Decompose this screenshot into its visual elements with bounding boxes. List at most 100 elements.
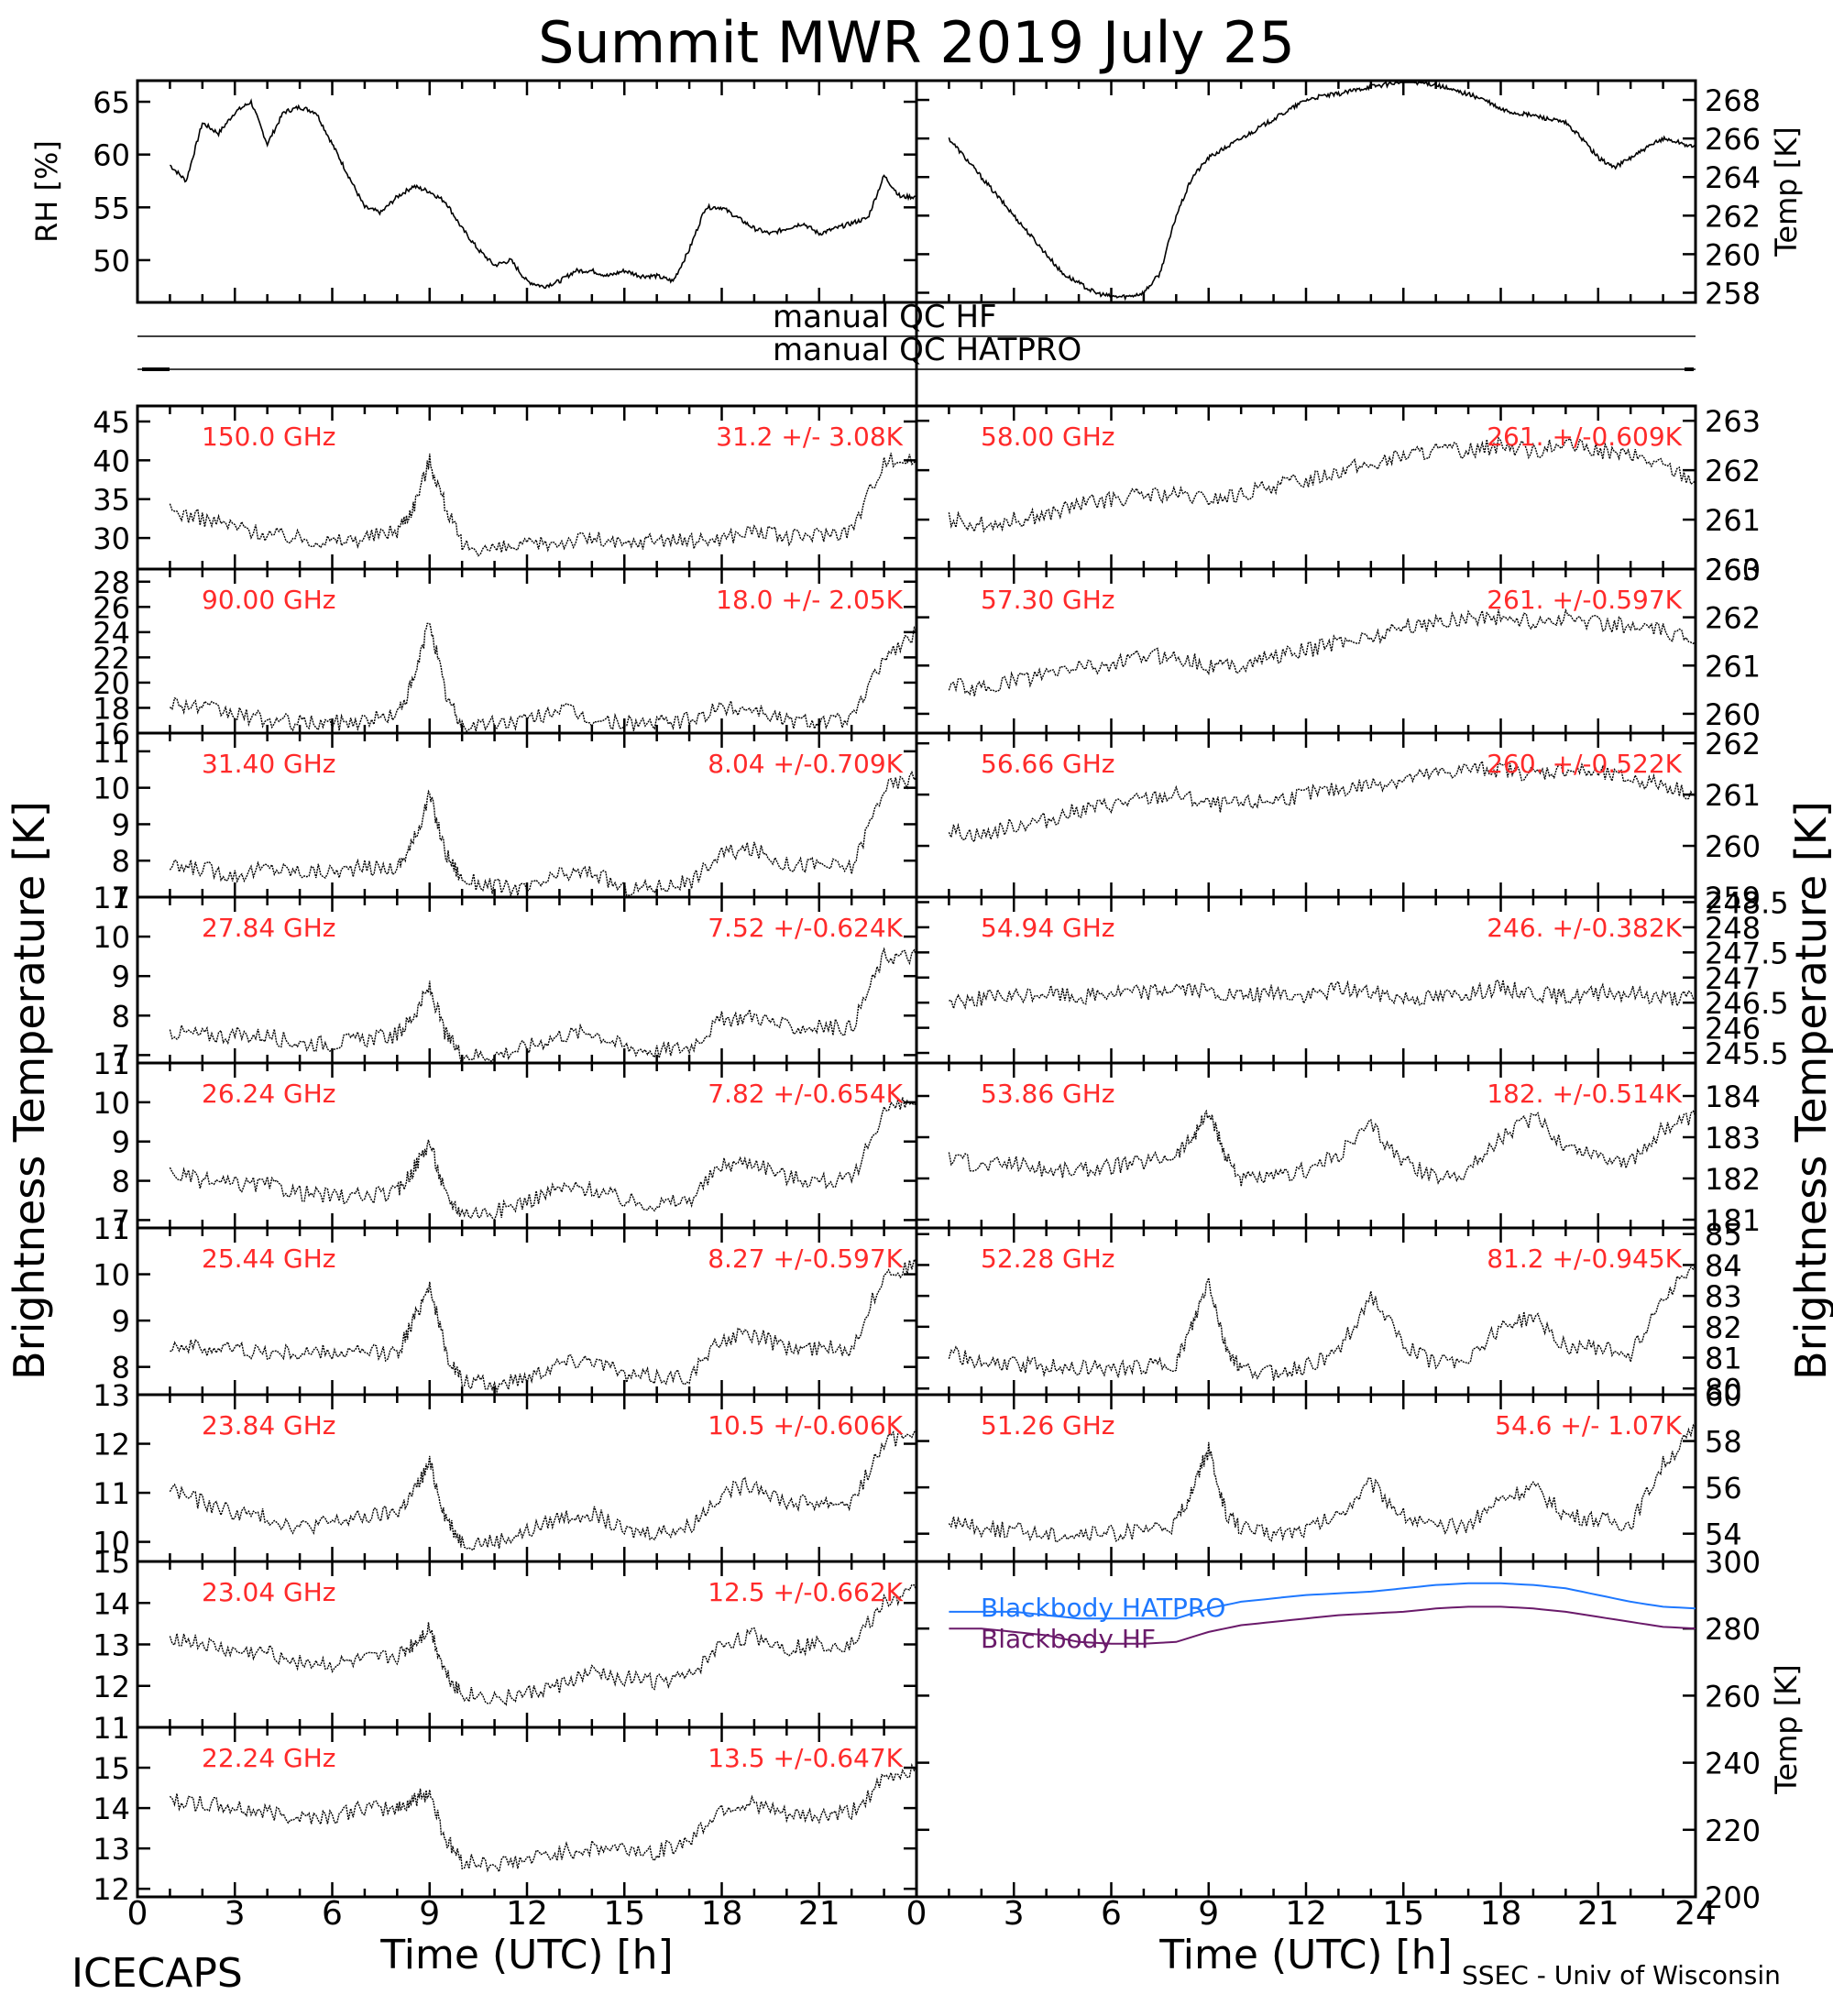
y-tick-label: 9 — [112, 959, 130, 994]
hf-channel-panel-8: 11 12 13 14 15 23.04 GHz 12.5 +/-0.662K — [93, 1545, 918, 1746]
x-tick-label: 6 — [322, 1895, 343, 1933]
channel-label: 52.28 GHz — [981, 1244, 1115, 1274]
y-tick-label: 262 — [1705, 199, 1761, 234]
y-tick-label: 10 — [93, 1526, 130, 1561]
y-tick-label: 240 — [1705, 1747, 1761, 1781]
y-tick-label: 248 — [1705, 911, 1761, 946]
y-tick-label: 82 — [1705, 1310, 1742, 1345]
time-label-right: Time (UTC) [h] — [1158, 1932, 1452, 1978]
y-tick-label: 12 — [93, 1428, 130, 1463]
y-tick-label: 10 — [93, 1258, 130, 1293]
y-tick-label: 200 — [1705, 1880, 1761, 1915]
y-tick-label: 85 — [1705, 1218, 1742, 1253]
y-tick-label: 60 — [1705, 1378, 1742, 1413]
hf-channel-panel-4: 7 8 9 10 11 27.84 GHz 7.52 +/-0.624K — [93, 881, 918, 1073]
series-line — [948, 436, 1696, 533]
y-tick-label: 220 — [1705, 1813, 1761, 1848]
series-line — [169, 98, 917, 290]
y-tick-label: 262 — [1705, 601, 1761, 636]
y-tick-label: 8 — [112, 1351, 130, 1386]
time-label-left: Time (UTC) [h] — [379, 1932, 673, 1978]
y-tick-label: 246 — [1705, 1012, 1761, 1046]
y-tick-label: 15 — [93, 1545, 130, 1580]
figure-title: Summit MWR 2019 July 25 — [538, 9, 1295, 76]
series-line — [170, 1257, 917, 1395]
y-tick-label: 246.5 — [1705, 986, 1789, 1021]
channel-label: 150.0 GHz — [202, 422, 336, 452]
channel-label: 90.00 GHz — [202, 585, 336, 615]
channel-stats: 81.2 +/-0.945K — [1487, 1244, 1682, 1274]
channel-label: 31.40 GHz — [202, 749, 336, 779]
series-line — [169, 1097, 917, 1222]
series-line — [949, 1605, 1696, 1645]
y-tick-label: 12 — [93, 1670, 130, 1704]
y-tick-label: 16 — [93, 717, 130, 751]
channel-label: 22.24 GHz — [202, 1743, 336, 1773]
y-tick-label: 245.5 — [1705, 1036, 1789, 1071]
y-tick-label: 264 — [1705, 160, 1761, 195]
y-tick-label: 56 — [1705, 1471, 1742, 1506]
channel-label: 58.00 GHz — [981, 422, 1115, 452]
y-tick-label: 8 — [112, 1165, 130, 1200]
legend-entry: Blackbody HF — [981, 1624, 1156, 1654]
channel-stats: 261. +/-0.609K — [1487, 422, 1682, 452]
y-tick-label: 35 — [93, 483, 130, 518]
y-tick-label: 258 — [1705, 276, 1761, 311]
series-line — [948, 1265, 1696, 1381]
series-line — [949, 1582, 1696, 1620]
channel-stats: 54.6 +/- 1.07K — [1495, 1410, 1682, 1441]
y-tick-label: 259 — [1705, 881, 1761, 915]
x-tick-label: 12 — [1285, 1895, 1327, 1933]
y-axis-label: RH [%] — [29, 140, 64, 243]
channel-stats: 261. +/-0.597K — [1487, 585, 1682, 615]
channel-label: 51.26 GHz — [981, 1410, 1115, 1441]
series-line — [169, 770, 917, 898]
x-tick-label: 12 — [506, 1895, 548, 1933]
channel-label: 56.66 GHz — [981, 749, 1115, 779]
channel-stats: 182. +/-0.514K — [1487, 1079, 1682, 1109]
y-tick-label: 10 — [93, 772, 130, 806]
y-tick-label: 11 — [93, 881, 130, 915]
qc-hf-label: manual QC HF — [773, 299, 997, 335]
y-tick-label: 182 — [1705, 1162, 1761, 1197]
y-tick-label: 7 — [112, 881, 130, 915]
qc-region: manual QC HF manual QC HATPRO — [137, 81, 1696, 1897]
y-tick-label: 11 — [93, 1046, 130, 1081]
y-tick-label: 81 — [1705, 1342, 1742, 1376]
y-tick-label: 24 — [93, 616, 130, 651]
y-tick-label: 60 — [93, 138, 130, 173]
y-tick-label: 12 — [93, 1872, 130, 1907]
rh-panel: 50 55 60 65 RH [%] — [29, 79, 918, 304]
x-tick-label: 24 — [1674, 1895, 1717, 1933]
y-tick-label: 260 — [1705, 697, 1761, 732]
brightness-label-right: Brightness Temperature [K] — [1786, 801, 1833, 1380]
hatpro-channel-panel-3: 259 260 261 262 56.66 GHz 260. +/-0.522K — [915, 727, 1761, 915]
channel-stats: 260. +/-0.522K — [1487, 749, 1682, 779]
channel-stats: 8.27 +/-0.597K — [708, 1244, 903, 1274]
channel-label: 23.04 GHz — [202, 1577, 336, 1607]
y-tick-label: 260 — [1705, 1679, 1761, 1714]
y-tick-label: 266 — [1705, 122, 1761, 157]
y-tick-label: 263 — [1705, 553, 1761, 587]
y-tick-label: 20 — [93, 666, 130, 701]
y-tick-label: 181 — [1705, 1203, 1761, 1238]
series-line — [948, 1423, 1696, 1543]
y-tick-label: 260 — [1705, 553, 1761, 587]
series-line — [948, 80, 1696, 301]
y-tick-label: 65 — [93, 85, 130, 120]
channel-label: 26.24 GHz — [202, 1079, 336, 1109]
x-tick-label: 0 — [127, 1895, 148, 1933]
y-tick-label: 248.5 — [1705, 885, 1789, 920]
y-tick-label: 80 — [1705, 1372, 1742, 1407]
y-tick-label: 11 — [93, 1211, 130, 1246]
x-tick-label: 0 — [906, 1895, 927, 1933]
y-tick-label: 10 — [93, 1086, 130, 1121]
y-tick-label: 30 — [93, 521, 130, 556]
x-tick-label: 6 — [1101, 1895, 1122, 1933]
series-line — [169, 453, 917, 557]
y-tick-label: 40 — [93, 444, 130, 478]
